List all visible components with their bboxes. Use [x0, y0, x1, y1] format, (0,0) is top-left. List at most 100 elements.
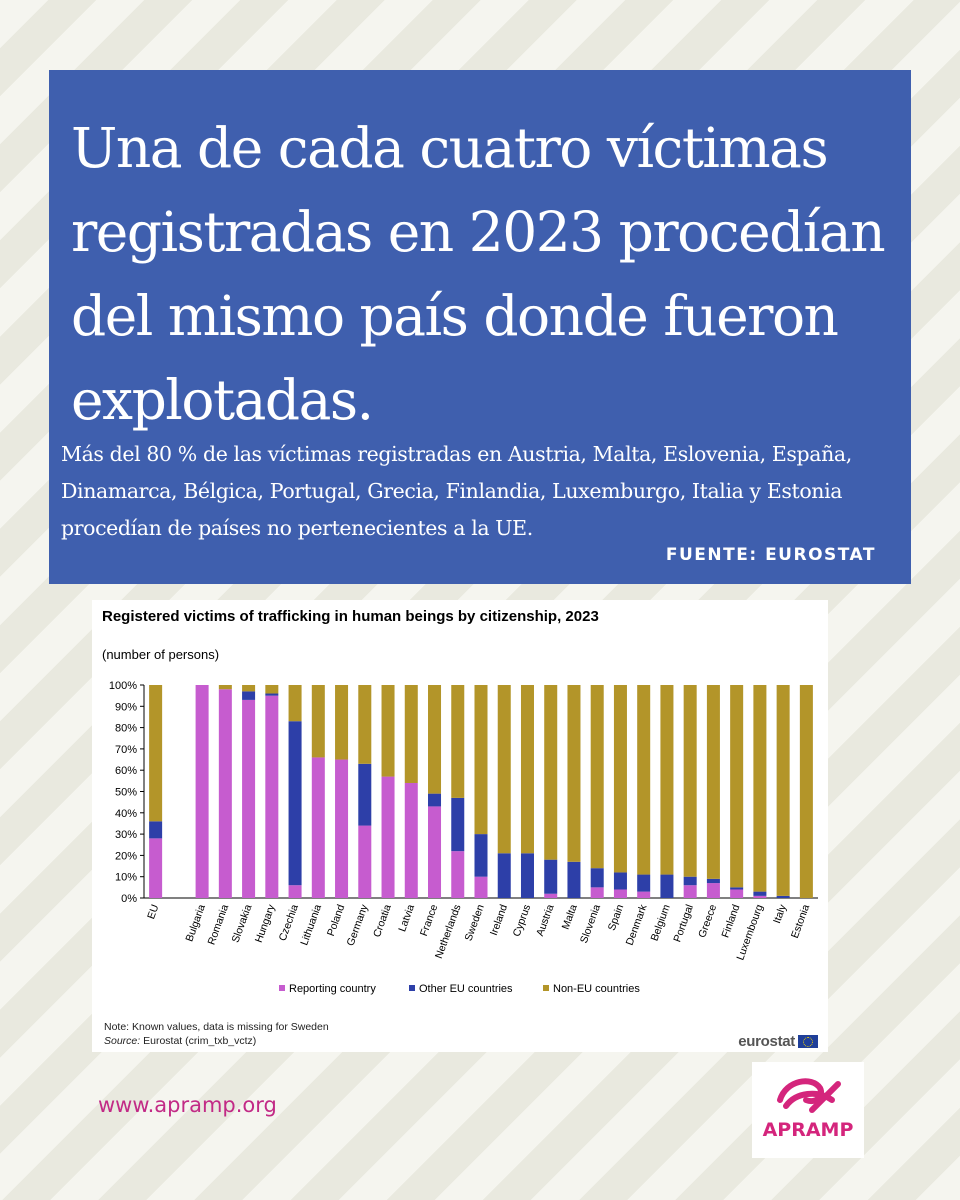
bar-segment-non-eu [520, 685, 534, 854]
bar-segment-non-eu [242, 685, 256, 692]
x-tick-label: Bulgaria [183, 903, 208, 943]
x-tick-label: Hungary [253, 902, 278, 944]
y-tick-label: 50% [115, 787, 137, 799]
bar-segment-non-eu [335, 685, 349, 760]
bar-segment-other-eu [776, 895, 790, 898]
bar-segment-non-eu [149, 685, 163, 822]
x-tick-label: Latvia [396, 903, 417, 934]
bar-segment-other-eu [265, 693, 279, 696]
chart-note: Note: Known values, data is missing for … [104, 1020, 329, 1048]
y-tick-label: 20% [115, 850, 137, 862]
x-tick-label: EU [145, 903, 161, 921]
bar-segment-non-eu [404, 685, 418, 783]
x-tick-label: Ireland [488, 903, 510, 937]
bar-segment-non-eu [776, 685, 790, 896]
source-credit: FUENTE: EUROSTAT [665, 545, 876, 565]
legend-label: Non-EU countries [553, 983, 640, 995]
website-link[interactable]: www.apramp.org [98, 1093, 277, 1117]
bar-segment-reporting [753, 895, 767, 898]
bar-segment-reporting [474, 876, 488, 898]
bar-segment-reporting [730, 889, 744, 898]
x-tick-label: Austria [534, 903, 557, 938]
bar-segment-non-eu [637, 685, 651, 875]
y-tick-label: 80% [115, 723, 137, 735]
bar-segment-reporting [149, 838, 163, 898]
chart-title: Registered victims of trafficking in hum… [102, 608, 599, 625]
x-tick-label: Czechia [277, 903, 301, 943]
bar-segment-non-eu [683, 685, 697, 877]
bar-segment-reporting [311, 757, 325, 898]
bar-segment-non-eu [567, 685, 581, 862]
apramp-wordmark: APRAMP [762, 1119, 854, 1141]
bar-segment-other-eu [497, 853, 511, 898]
x-tick-label: Lithuania [298, 903, 324, 947]
stacked-bar-chart: 0% 10% 20% 30% 40% 50% 60% 70% 80% 90% 100% EU Bulga… [109, 680, 818, 995]
bar-segment-reporting [242, 699, 256, 898]
y-tick-label: 90% [115, 701, 137, 713]
bar-segment-non-eu [218, 685, 232, 690]
bar-segment-reporting [381, 776, 395, 898]
bar-segment-non-eu [497, 685, 511, 854]
bar-segment-non-eu [730, 685, 744, 888]
x-tick-label: Spain [606, 903, 627, 932]
bar-segment-reporting [265, 695, 279, 898]
bar-segment-non-eu [590, 685, 604, 869]
bar-segment-reporting [451, 851, 465, 898]
bar-segment-reporting [288, 885, 302, 898]
x-tick-label: Portugal [671, 903, 696, 944]
y-tick-label: 0% [121, 893, 137, 905]
source-text: Eurostat (crim_txb_vctz) [143, 1035, 257, 1047]
bar-segment-reporting [404, 782, 418, 898]
bar-segment-other-eu [520, 853, 534, 898]
bar-segment-reporting [428, 806, 442, 898]
bar-segment-non-eu [451, 685, 465, 798]
bar-segment-reporting [637, 891, 651, 898]
source-line: Source: Eurostat (crim_txb_vctz) [104, 1034, 329, 1048]
bar-segment-reporting [544, 893, 558, 898]
bar-segment-reporting [590, 887, 604, 898]
x-tick-label: Slovenia [578, 903, 603, 945]
bar-segment-other-eu [474, 834, 488, 877]
bar-segment-non-eu [381, 685, 395, 777]
bar-segment-other-eu [358, 763, 372, 826]
headline-banner: Una de cada cuatro víctimas registradas … [49, 70, 911, 584]
x-tick-label: Romania [206, 903, 232, 947]
bar-segment-reporting [613, 889, 627, 898]
bar-segment-other-eu [242, 691, 256, 700]
source-label: Source: [104, 1035, 141, 1047]
apramp-mark-icon [777, 1078, 841, 1113]
y-tick-label: 60% [115, 765, 137, 777]
bar-segment-non-eu [660, 685, 674, 875]
bar-segment-other-eu [288, 721, 302, 886]
bar-segment-other-eu [544, 859, 558, 894]
x-tick-label: Finland [719, 903, 742, 940]
x-tick-label: Denmark [624, 902, 650, 947]
x-tick-label: Germany [345, 902, 371, 947]
bar-segment-reporting [358, 825, 372, 898]
x-tick-label: Malta [560, 903, 580, 931]
bar-segment-other-eu [567, 861, 581, 898]
y-tick-label: 70% [115, 744, 137, 756]
bar-segment-other-eu [590, 868, 604, 888]
legend-swatch [279, 985, 285, 991]
bar-segment-non-eu [753, 685, 767, 892]
headline: Una de cada cuatro víctimas registradas … [71, 116, 886, 432]
bar-segment-non-eu [544, 685, 558, 860]
bar-segment-non-eu [265, 685, 279, 694]
bar-segment-non-eu [706, 685, 720, 879]
bar-segment-other-eu [706, 878, 720, 884]
chart-unit: (number of persons) [102, 647, 220, 662]
x-tick-label: France [418, 903, 441, 938]
bar-segment-other-eu [451, 797, 465, 852]
bar-segment-other-eu [730, 887, 744, 890]
x-tick-label: Italy [771, 902, 789, 925]
x-tick-label: Poland [325, 903, 348, 938]
bar-segment-other-eu [660, 874, 674, 898]
bar-segment-other-eu [613, 872, 627, 890]
legend-swatch [409, 985, 415, 991]
bar-segment-reporting [335, 759, 349, 898]
note-text: Note: Known values, data is missing for … [104, 1021, 329, 1033]
bar-segment-non-eu [288, 685, 302, 722]
legend-label: Reporting country [289, 983, 376, 995]
x-tick-label: Greece [696, 903, 719, 940]
